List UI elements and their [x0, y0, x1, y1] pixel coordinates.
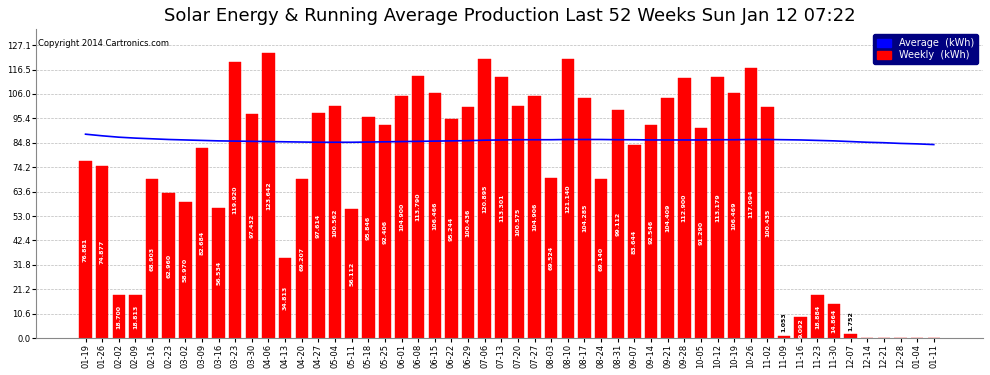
- Text: 113.179: 113.179: [715, 194, 720, 222]
- Bar: [412, 76, 425, 338]
- Text: 69.207: 69.207: [299, 246, 304, 270]
- Text: 14.864: 14.864: [832, 309, 837, 333]
- Bar: [312, 113, 325, 338]
- Text: 92.406: 92.406: [382, 220, 387, 244]
- Text: 68.903: 68.903: [149, 247, 154, 271]
- Text: 92.546: 92.546: [648, 219, 653, 244]
- Bar: [162, 193, 175, 338]
- Bar: [229, 62, 242, 338]
- Bar: [279, 258, 291, 338]
- Legend: Average  (kWh), Weekly  (kWh): Average (kWh), Weekly (kWh): [873, 34, 978, 64]
- Bar: [113, 295, 125, 338]
- Text: 74.877: 74.877: [100, 240, 105, 264]
- Text: 56.112: 56.112: [349, 261, 354, 286]
- Text: 100.562: 100.562: [333, 208, 338, 237]
- Text: 83.644: 83.644: [632, 230, 637, 254]
- Bar: [629, 146, 641, 338]
- Bar: [329, 106, 342, 338]
- Bar: [529, 96, 541, 338]
- Text: 104.900: 104.900: [399, 203, 404, 231]
- Text: 56.534: 56.534: [216, 261, 221, 285]
- Bar: [478, 60, 491, 338]
- Bar: [744, 68, 757, 338]
- Text: 112.900: 112.900: [682, 194, 687, 222]
- Bar: [828, 304, 841, 338]
- Text: 9.092: 9.092: [798, 318, 803, 338]
- Text: 106.469: 106.469: [732, 201, 737, 230]
- Text: 97.432: 97.432: [249, 214, 254, 238]
- Text: 106.466: 106.466: [433, 201, 438, 230]
- Bar: [196, 148, 208, 338]
- Bar: [644, 125, 657, 338]
- Bar: [761, 106, 774, 338]
- Bar: [595, 179, 608, 338]
- Text: 62.960: 62.960: [166, 254, 171, 278]
- Bar: [678, 78, 691, 338]
- Text: 69.524: 69.524: [548, 246, 553, 270]
- Bar: [246, 114, 258, 338]
- Bar: [96, 166, 108, 338]
- Bar: [446, 118, 457, 338]
- Bar: [262, 53, 274, 338]
- Text: 1.752: 1.752: [848, 311, 853, 331]
- Text: 95.846: 95.846: [365, 216, 371, 240]
- Bar: [578, 98, 591, 338]
- Bar: [129, 295, 142, 338]
- Text: 99.112: 99.112: [615, 212, 621, 236]
- Text: 1.053: 1.053: [781, 313, 787, 332]
- Text: 100.575: 100.575: [516, 208, 521, 237]
- Title: Solar Energy & Running Average Production Last 52 Weeks Sun Jan 12 07:22: Solar Energy & Running Average Productio…: [163, 7, 855, 25]
- Text: 100.436: 100.436: [465, 208, 470, 237]
- Bar: [461, 106, 474, 338]
- Text: 113.790: 113.790: [416, 193, 421, 221]
- Bar: [495, 77, 508, 338]
- Text: 91.290: 91.290: [698, 221, 704, 245]
- Text: 76.881: 76.881: [83, 237, 88, 262]
- Bar: [212, 208, 225, 338]
- Text: 104.285: 104.285: [582, 204, 587, 232]
- Text: 82.684: 82.684: [199, 231, 205, 255]
- Bar: [512, 106, 525, 338]
- Text: 58.970: 58.970: [183, 258, 188, 282]
- Text: 18.813: 18.813: [133, 304, 138, 328]
- Bar: [146, 179, 158, 338]
- Text: 18.700: 18.700: [116, 305, 122, 329]
- Bar: [728, 93, 741, 338]
- Bar: [395, 96, 408, 338]
- Bar: [378, 125, 391, 338]
- Text: Copyright 2014 Cartronics.com: Copyright 2014 Cartronics.com: [39, 39, 169, 48]
- Bar: [844, 334, 857, 338]
- Text: 123.642: 123.642: [266, 182, 271, 210]
- Bar: [179, 202, 191, 338]
- Bar: [545, 178, 557, 338]
- Text: 104.409: 104.409: [665, 204, 670, 232]
- Bar: [612, 110, 624, 338]
- Bar: [695, 128, 707, 338]
- Bar: [429, 93, 441, 338]
- Text: 120.895: 120.895: [482, 184, 487, 213]
- Bar: [346, 209, 357, 338]
- Bar: [362, 117, 374, 338]
- Bar: [795, 317, 807, 338]
- Bar: [778, 336, 790, 338]
- Text: 119.920: 119.920: [233, 186, 238, 214]
- Bar: [811, 295, 824, 338]
- Text: 34.813: 34.813: [282, 286, 288, 310]
- Text: 113.301: 113.301: [499, 194, 504, 222]
- Text: 95.244: 95.244: [448, 216, 454, 241]
- Text: 18.884: 18.884: [815, 304, 820, 328]
- Text: 104.906: 104.906: [532, 203, 538, 231]
- Bar: [561, 59, 574, 338]
- Text: 69.140: 69.140: [599, 246, 604, 271]
- Bar: [661, 98, 674, 338]
- Text: 117.094: 117.094: [748, 189, 753, 217]
- Text: 100.435: 100.435: [765, 208, 770, 237]
- Bar: [79, 161, 92, 338]
- Text: 97.614: 97.614: [316, 214, 321, 238]
- Bar: [712, 77, 724, 338]
- Bar: [295, 178, 308, 338]
- Text: 121.140: 121.140: [565, 184, 570, 213]
